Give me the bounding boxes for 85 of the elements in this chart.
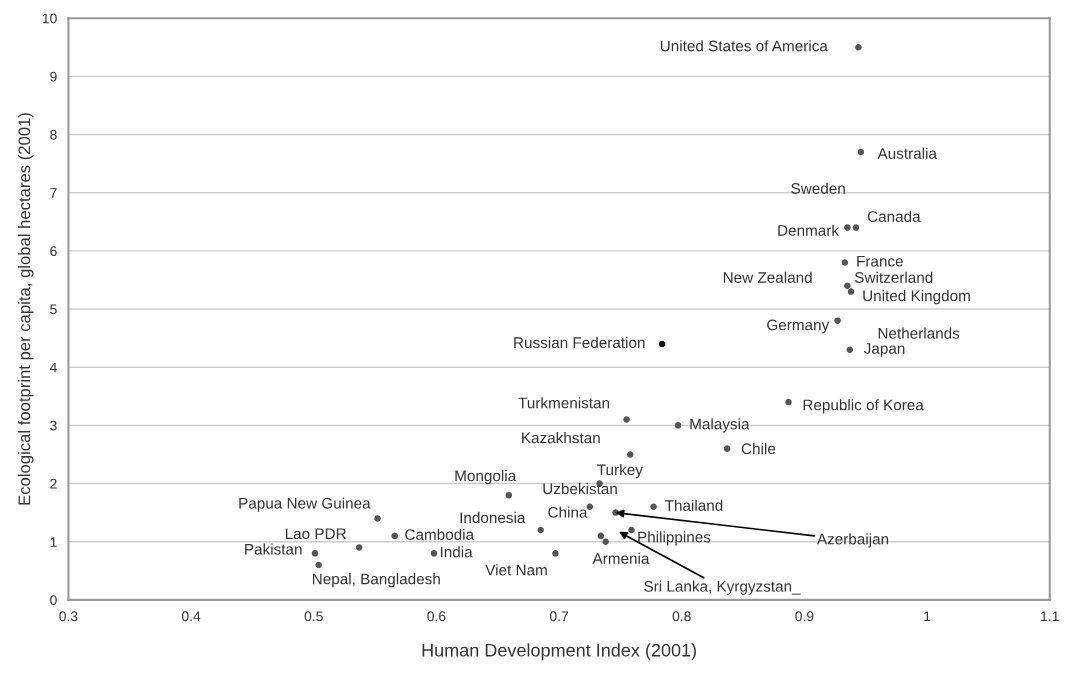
annotation: Canada [867, 210, 921, 222]
annotation: China [548, 506, 588, 518]
point [847, 288, 855, 295]
point [834, 317, 841, 324]
annotation: United States of America [660, 40, 828, 52]
annotation: Papua New Guinea [239, 497, 371, 512]
annotation: Azerbaijan [816, 533, 889, 548]
point [374, 515, 381, 522]
x-tick-label: 0.7 [549, 611, 569, 622]
annotation: Japan [863, 343, 905, 357]
y-tick-label: 3 [50, 420, 57, 431]
y-tick-label: 8 [50, 129, 57, 140]
point [597, 532, 605, 540]
annotation: Armenia [592, 552, 650, 564]
point [785, 398, 792, 406]
annotation: India [440, 546, 473, 558]
annotation: United Kingdom [863, 290, 970, 305]
point [846, 346, 854, 353]
annotation: Sweden [791, 182, 845, 194]
x-tick-label: 0.4 [181, 611, 201, 622]
point [315, 561, 322, 569]
point [602, 538, 609, 545]
annotation: Kazakhstan [522, 432, 600, 444]
annotation: Indonesia [460, 511, 526, 524]
point [552, 550, 559, 557]
point [626, 451, 634, 458]
y-tick-label: 5 [50, 304, 57, 315]
annotation: Pakistan [245, 543, 302, 555]
point [628, 526, 635, 534]
annotation: Mongolia [455, 469, 517, 485]
point [844, 224, 851, 231]
annotation: Chile [741, 442, 776, 455]
x-tick-label: 1.1 [1041, 611, 1059, 622]
point [857, 148, 865, 156]
annotation: Nepal, Bangladesh [312, 573, 440, 588]
annotation: Australia [877, 147, 937, 159]
annotation: France [857, 255, 903, 267]
point [852, 224, 860, 231]
annotation: Turkmenistan [518, 397, 610, 409]
annotation: Viet Nam [485, 564, 547, 576]
annotation: Thailand [665, 499, 723, 511]
y-tick-label: 10 [42, 13, 57, 24]
point [430, 550, 438, 557]
x-tick-label: 1 [924, 611, 931, 622]
annotation: Philippines [638, 531, 711, 546]
point [537, 526, 544, 534]
point [841, 259, 849, 266]
annotation: Turkey [597, 463, 643, 479]
annotation: Lao PDR [285, 528, 346, 540]
annotation: Netherlands [878, 327, 960, 339]
point [650, 503, 657, 511]
y-tick-label: 6 [50, 246, 57, 257]
y-tick-label: 9 [50, 71, 57, 82]
x-tick-label: 0.3 [59, 611, 78, 622]
annotation: Switzerland [855, 271, 933, 283]
point [311, 550, 319, 557]
annotation: Uzbekistan [543, 483, 617, 495]
annotation: Denmark [778, 224, 840, 236]
y-tick-label: 2 [50, 478, 57, 489]
point [723, 445, 731, 452]
y-tick-label: 4 [49, 362, 57, 373]
point [855, 44, 862, 51]
y-axis-title: Ecological footprint per capita, global hectares (2001) [17, 113, 34, 505]
x-tick-label: 0.8 [672, 611, 691, 622]
y-tick-label: 7 [50, 188, 57, 198]
annotation: Malaysia [690, 418, 750, 433]
y-tick-label: 0 [50, 595, 57, 606]
x-tick-label: 0.9 [795, 611, 814, 622]
annotation: Germany [767, 319, 830, 334]
point [674, 422, 682, 429]
point [623, 416, 630, 423]
annotation: Sri Lanka, Kyrgyzstan_ [644, 580, 801, 595]
annotation: New Zealand [723, 271, 812, 283]
annotation: Cambodia [405, 528, 475, 540]
point [391, 532, 398, 540]
point [355, 544, 363, 551]
x-axis-title: Human Development Index (2001) [422, 643, 696, 661]
y-tick-label: 1 [50, 537, 57, 547]
annotation: Russian Federation [514, 336, 645, 349]
x-tick-label: 0.6 [427, 611, 446, 622]
point [658, 340, 666, 348]
point [844, 282, 851, 290]
point [505, 491, 513, 499]
annotation: Republic of Korea [803, 399, 924, 414]
x-tick-label: 0.5 [304, 611, 323, 622]
